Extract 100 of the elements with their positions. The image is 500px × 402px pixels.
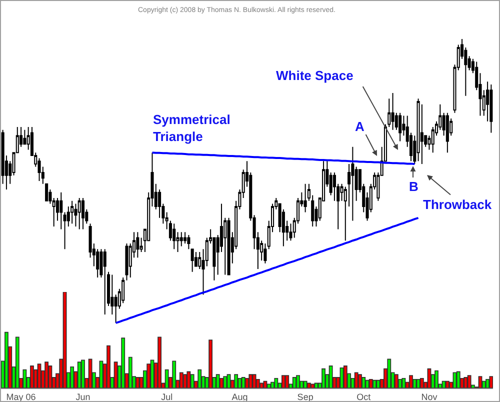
- bar: [252, 374, 256, 388]
- bar: [88, 358, 92, 388]
- annotation: Symmetrical Triangle: [153, 112, 230, 144]
- bar: [446, 380, 450, 388]
- bar: [238, 378, 242, 388]
- bar: [48, 366, 52, 388]
- bar: [478, 376, 482, 388]
- x-tick-label: Jul: [161, 392, 173, 402]
- bar: [70, 366, 74, 388]
- bar: [99, 360, 104, 388]
- bar: [158, 336, 162, 388]
- bar: [427, 368, 432, 388]
- bar: [409, 375, 413, 388]
- bar: [310, 384, 315, 388]
- bar: [114, 362, 118, 388]
- candlestick: [78, 198, 81, 230]
- bar: [282, 375, 286, 388]
- bar: [362, 377, 366, 388]
- bar: [37, 364, 42, 388]
- bar: [394, 374, 398, 388]
- candlestick: [398, 112, 402, 142]
- bar: [208, 340, 212, 388]
- bar: [81, 360, 85, 388]
- bar: [489, 376, 493, 388]
- bar: [77, 362, 82, 388]
- x-tick-label: Oct: [356, 392, 372, 402]
- candlestick: [446, 112, 449, 154]
- bar: [416, 378, 420, 388]
- bar: [241, 377, 246, 388]
- annotation: Throwback: [423, 197, 492, 212]
- candlestick: [490, 84, 493, 134]
- candlestick: [70, 200, 74, 224]
- bar: [179, 372, 184, 388]
- bar: [328, 366, 333, 388]
- bar: [285, 375, 290, 388]
- bar: [30, 366, 34, 388]
- candlestick: [187, 234, 190, 250]
- bar: [15, 336, 20, 388]
- bar: [292, 377, 296, 388]
- bar: [365, 380, 370, 388]
- bar: [198, 369, 202, 388]
- candlestick: [81, 198, 85, 230]
- bar: [434, 370, 438, 388]
- bar: [136, 377, 140, 388]
- candlestick: [103, 248, 106, 315]
- bar: [464, 377, 468, 388]
- bar: [4, 332, 8, 388]
- candlestick: [136, 232, 140, 258]
- bar: [303, 380, 308, 388]
- bar: [44, 362, 48, 388]
- bar: [387, 358, 392, 388]
- bar: [220, 378, 224, 388]
- bar: [164, 369, 169, 388]
- bar: [442, 380, 446, 388]
- candlestick: [351, 146, 354, 222]
- bar: [183, 374, 187, 388]
- bar: [172, 360, 176, 388]
- bar: [354, 372, 358, 388]
- candlestick: [190, 248, 194, 272]
- bar: [121, 338, 126, 388]
- bar: [223, 376, 228, 388]
- x-tick-label: Jun: [76, 392, 90, 402]
- candlestick: [416, 98, 420, 162]
- annotation: A: [355, 119, 365, 134]
- candlestick: [391, 92, 394, 130]
- bar: [456, 371, 460, 388]
- bar: [234, 374, 238, 388]
- bar: [340, 367, 344, 388]
- bar: [343, 366, 348, 388]
- bar: [146, 364, 151, 388]
- bar: [216, 374, 220, 388]
- bar: [402, 378, 406, 388]
- bar: [452, 372, 457, 388]
- bar: [226, 374, 231, 388]
- bar: [274, 378, 278, 388]
- candlestick: [172, 223, 176, 250]
- bar: [358, 374, 362, 388]
- candlestick: [304, 183, 307, 213]
- bar: [62, 292, 67, 388]
- bar: [128, 356, 132, 388]
- bar: [186, 371, 191, 388]
- bar: [486, 378, 490, 388]
- bar: [248, 374, 253, 388]
- x-tick-label: Nov: [421, 392, 438, 402]
- bar: [420, 378, 424, 388]
- bar: [260, 382, 264, 388]
- annotation: White Space: [276, 68, 354, 83]
- bar: [190, 374, 194, 388]
- bar: [322, 368, 326, 388]
- candlestick: [60, 192, 63, 230]
- bar: [376, 380, 380, 388]
- candlestick: [227, 217, 230, 276]
- bar: [106, 345, 110, 388]
- annotation: B: [409, 179, 418, 194]
- bar: [245, 378, 249, 388]
- bar: [368, 378, 373, 388]
- bar: [412, 378, 417, 388]
- bar: [150, 360, 154, 388]
- bar: [467, 375, 472, 388]
- bar: [372, 380, 376, 388]
